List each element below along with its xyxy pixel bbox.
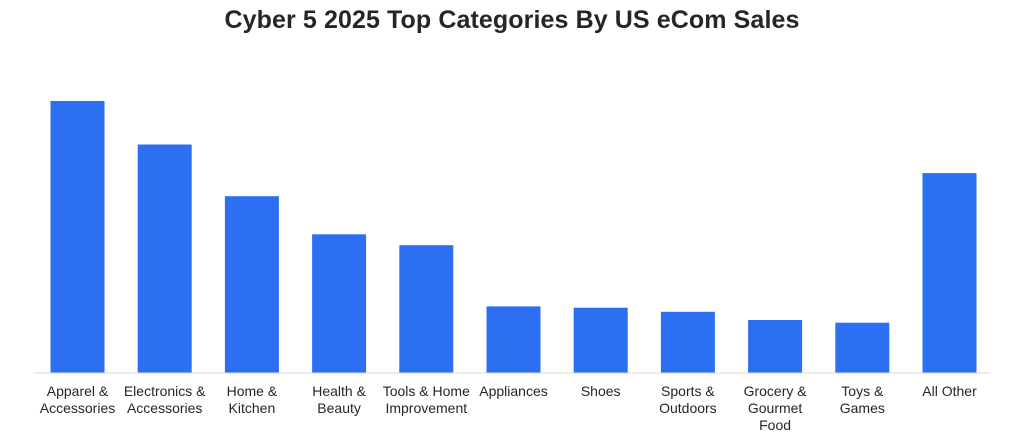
x-tick-label-9: Toys & Games <box>839 383 885 416</box>
x-tick-label-10: All Other <box>922 383 977 399</box>
bar-3 <box>312 234 367 373</box>
x-tick-label-7: Sports & Outdoors <box>659 383 717 416</box>
bar-7 <box>660 311 715 373</box>
x-tick-label-4: Tools & Home Improvement <box>382 383 470 416</box>
bar-9 <box>835 322 890 373</box>
x-tick-label-1: Electronics & Accessories <box>123 383 206 416</box>
bar-5 <box>486 306 541 373</box>
x-tick-label-2: Home & Kitchen <box>226 383 278 416</box>
x-tick-label-5: Appliances <box>479 383 548 399</box>
chart-title: Cyber 5 2025 Top Categories By US eCom S… <box>224 6 800 34</box>
bar-6 <box>573 307 628 373</box>
x-tick-label-0: Apparel & Accessories <box>39 383 116 416</box>
bar-1 <box>137 144 192 373</box>
x-tick-label-8: Grocery & Gourmet Food <box>743 383 807 433</box>
bar-0 <box>50 101 105 373</box>
bar-10 <box>922 173 977 373</box>
x-tick-label-3: Health & Beauty <box>312 383 366 416</box>
bar-8 <box>748 320 803 373</box>
bar-4 <box>399 245 454 373</box>
bars-group <box>50 101 977 373</box>
x-tick-label-6: Shoes <box>580 383 621 399</box>
bar-2 <box>224 196 279 373</box>
